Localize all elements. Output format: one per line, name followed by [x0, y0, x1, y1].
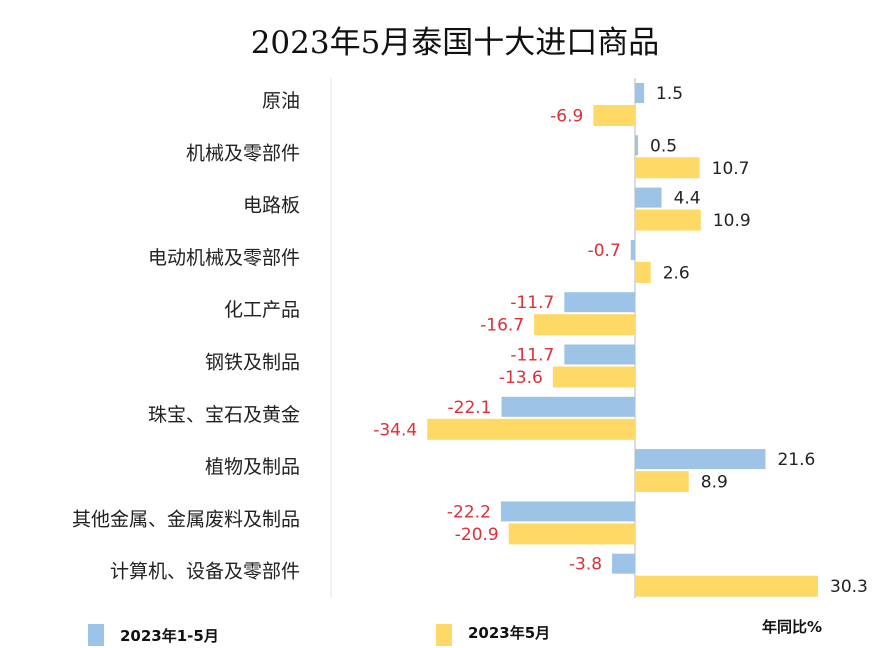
category-label: 机械及零部件	[186, 142, 300, 164]
bar-may	[635, 157, 700, 179]
legend-swatch-2	[436, 624, 452, 646]
data-label: 1.5	[656, 84, 683, 104]
data-label: 30.3	[830, 577, 868, 597]
data-label: -22.2	[447, 502, 491, 522]
bar-jan-may	[635, 449, 766, 470]
legend-swatch-1	[88, 624, 104, 646]
unit-label: 年同比%	[762, 618, 822, 636]
data-label: -22.1	[448, 398, 492, 418]
data-label: 21.6	[777, 450, 815, 470]
data-label: -3.8	[569, 555, 602, 575]
bar-jan-may	[630, 239, 635, 260]
data-label: -11.7	[510, 293, 554, 313]
category-label: 计算机、设备及零部件	[110, 561, 300, 583]
bar-jan-may	[500, 501, 635, 522]
bar-jan-may	[612, 553, 635, 574]
category-label: 电路板	[243, 195, 300, 217]
category-label: 植物及制品	[205, 456, 300, 478]
data-label: -20.9	[455, 525, 499, 545]
data-label: -34.4	[373, 420, 417, 440]
category-label: 钢铁及制品	[205, 352, 300, 374]
category-label: 珠宝、宝石及黄金	[148, 404, 300, 426]
category-label: 电动机械及零部件	[148, 247, 300, 269]
bar-jan-may	[564, 344, 635, 365]
bar-may	[593, 105, 635, 126]
bar-jan-may	[635, 187, 662, 208]
data-label: 10.9	[713, 211, 751, 231]
data-label: 4.4	[674, 189, 701, 209]
data-label: -11.7	[510, 346, 554, 366]
bar-may	[508, 523, 635, 545]
bar-jan-may	[501, 396, 635, 417]
data-label: -13.6	[499, 368, 543, 388]
bar-may	[635, 261, 651, 283]
data-label: 8.9	[701, 473, 728, 493]
bar-may	[635, 471, 689, 493]
category-label: 原油	[262, 90, 300, 112]
bar-jan-may	[635, 135, 639, 156]
bar-may	[534, 314, 635, 336]
category-label: 其他金属、金属废料及制品	[72, 508, 300, 530]
bar-may	[552, 366, 635, 388]
data-label: 0.5	[650, 136, 677, 156]
data-label: 10.7	[712, 159, 750, 179]
category-label: 化工产品	[224, 299, 300, 321]
bar-jan-may	[564, 292, 635, 313]
bar-may	[635, 209, 701, 231]
legend-label-2: 2023年5月	[468, 624, 550, 642]
data-label: 2.6	[663, 263, 690, 283]
data-label: -0.7	[588, 241, 621, 261]
bar-jan-may	[635, 83, 645, 103]
data-label: -16.7	[480, 316, 524, 336]
chart-title: 2023年5月泰国十大进口商品	[251, 25, 660, 61]
bar-may	[427, 418, 635, 440]
legend-label-1: 2023年1-5月	[120, 627, 219, 645]
data-label: -6.9	[550, 107, 583, 127]
bar-may	[635, 575, 819, 597]
